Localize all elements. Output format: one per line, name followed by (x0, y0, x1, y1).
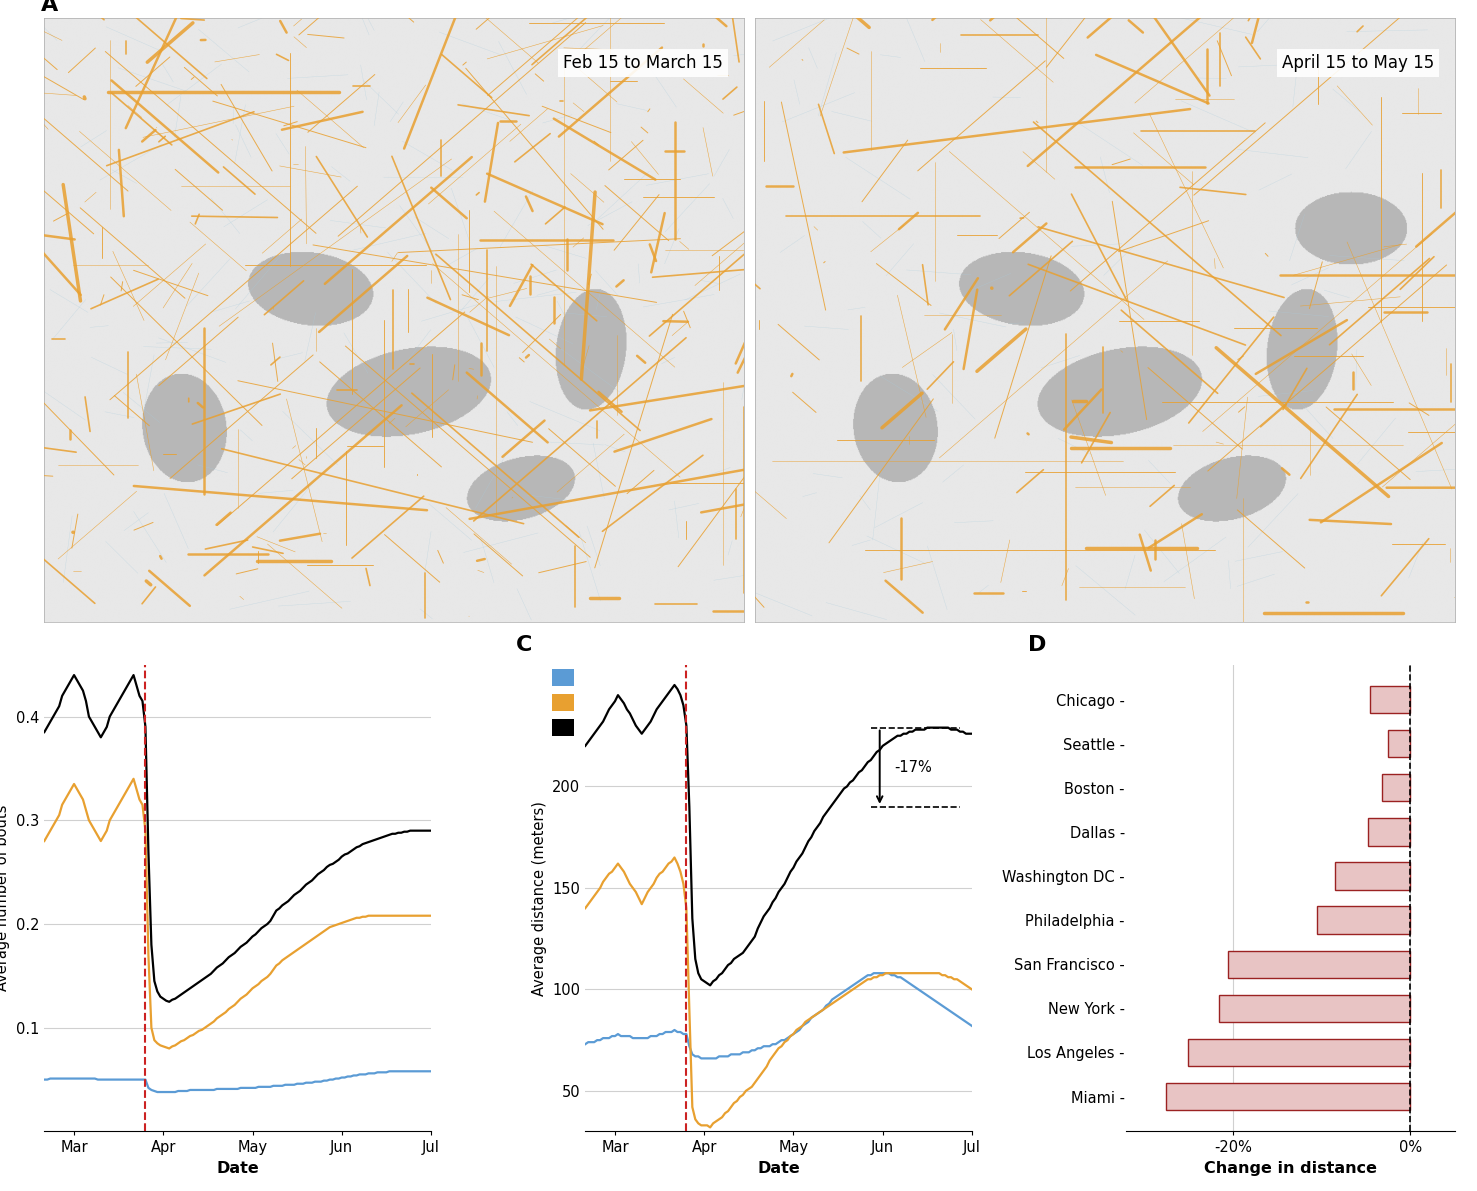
Text: A: A (41, 0, 58, 14)
Text: Feb 15 to March 15: Feb 15 to March 15 (563, 54, 724, 73)
Text: -17%: -17% (895, 760, 932, 774)
Text: C: C (515, 635, 532, 655)
X-axis label: Date: Date (216, 1161, 258, 1176)
X-axis label: Change in distance: Change in distance (1204, 1161, 1377, 1176)
Bar (1388, 730, 1411, 757)
Y-axis label: Average distance (meters): Average distance (meters) (532, 800, 546, 996)
Bar (1317, 906, 1411, 934)
Text: April 15 to May 15: April 15 to May 15 (1282, 54, 1434, 73)
X-axis label: Date: Date (758, 1161, 801, 1176)
Bar (1220, 994, 1411, 1022)
Y-axis label: Average number of bouts: Average number of bouts (0, 805, 10, 991)
Bar (1189, 1039, 1411, 1066)
Bar (1229, 950, 1411, 978)
Bar (1382, 774, 1411, 802)
Text: D: D (1028, 635, 1046, 655)
Bar (1335, 862, 1411, 890)
Bar (1167, 1083, 1411, 1110)
Bar (1371, 686, 1411, 713)
Legend: Leisure, Utilitarian, Total: Leisure, Utilitarian, Total (546, 662, 663, 742)
Bar (1368, 818, 1411, 846)
